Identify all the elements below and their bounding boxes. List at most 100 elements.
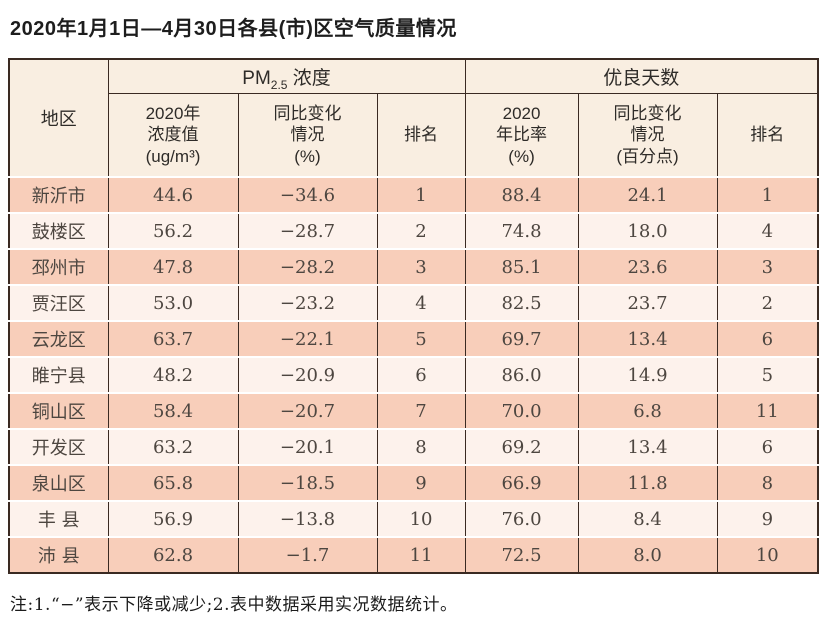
pm-value-cell: 47.8 [107, 248, 239, 285]
region-cell: 鼓楼区 [8, 212, 109, 249]
table-row: 云龙区 63.7 −22.1 5 69.7 13.4 6 [8, 320, 819, 357]
pm-rank-cell: 2 [376, 212, 466, 249]
region-cell: 丰 县 [8, 500, 109, 537]
pm-rank-cell: 5 [376, 320, 466, 357]
table-row: 睢宁县 48.2 −20.9 6 86.0 14.9 5 [8, 356, 819, 393]
good-rate-cell: 74.8 [464, 212, 579, 249]
pm-value-cell: 56.2 [107, 212, 239, 249]
pm-value-cell: 65.8 [107, 464, 239, 501]
region-cell: 云龙区 [8, 320, 109, 357]
pm-change-cell: −13.8 [237, 500, 378, 537]
good-rank-cell: 9 [716, 500, 819, 537]
good-rank-cell: 6 [716, 320, 819, 357]
good-change-cell: 8.4 [577, 500, 718, 537]
good-rank-cell: 4 [716, 212, 819, 249]
pm-change-cell: −28.7 [237, 212, 378, 249]
pm-change-cell: −20.7 [237, 392, 378, 429]
good-rate-cell: 88.4 [464, 176, 579, 213]
table-row: 邳州市 47.8 −28.2 3 85.1 23.6 3 [8, 248, 819, 285]
table-row: 新沂市 44.6 −34.6 1 88.4 24.1 1 [8, 176, 819, 213]
good-change-cell: 18.0 [577, 212, 718, 249]
good-change-column-header: 同比变化 情况 (百分点) [577, 93, 718, 178]
good-rate-column-header: 2020 年比率 (%) [464, 93, 579, 178]
pm-rank-cell: 10 [376, 500, 466, 537]
pm-value-cell: 53.0 [107, 284, 239, 321]
good-rate-cell: 70.0 [464, 392, 579, 429]
good-rank-cell: 6 [716, 428, 819, 465]
good-change-cell: 11.8 [577, 464, 718, 501]
good-rate-cell: 82.5 [464, 284, 579, 321]
region-cell: 铜山区 [8, 392, 109, 429]
good-change-cell: 8.0 [577, 536, 718, 573]
good-rate-cell: 69.7 [464, 320, 579, 357]
region-cell: 睢宁县 [8, 356, 109, 393]
pm-value-cell: 63.2 [107, 428, 239, 465]
good-change-cell: 23.6 [577, 248, 718, 285]
pm25-label-rest: 浓度 [287, 68, 331, 89]
pm-value-cell: 58.4 [107, 392, 239, 429]
region-cell: 泉山区 [8, 464, 109, 501]
table-row: 开发区 63.2 −20.1 8 69.2 13.4 6 [8, 428, 819, 465]
pm-rank-cell: 3 [376, 248, 466, 285]
good-rate-cell: 72.5 [464, 536, 579, 573]
pm-rank-cell: 11 [376, 536, 466, 573]
pm-value-cell: 63.7 [107, 320, 239, 357]
good-rate-cell: 85.1 [464, 248, 579, 285]
good-rank-cell: 10 [716, 536, 819, 573]
air-quality-table: 地区 PM2.5 浓度 优良天数 2020年 浓度值 (ug/m³) 同比变化 … [8, 58, 820, 574]
region-column-header: 地区 [8, 59, 109, 178]
good-change-cell: 14.9 [577, 356, 718, 393]
good-change-cell: 23.7 [577, 284, 718, 321]
good-rank-cell: 8 [716, 464, 819, 501]
good-rank-cell: 5 [716, 356, 819, 393]
pm-rank-cell: 8 [376, 428, 466, 465]
pm-change-cell: −18.5 [237, 464, 378, 501]
pm-value-column-header: 2020年 浓度值 (ug/m³) [107, 93, 239, 178]
region-cell: 贾汪区 [8, 284, 109, 321]
group-header-row: 地区 PM2.5 浓度 优良天数 [8, 59, 819, 178]
pm-rank-column-header: 排名 [376, 93, 466, 178]
pm25-label-main: PM [242, 68, 271, 89]
pm25-group-header: PM2.5 浓度 [107, 59, 466, 94]
pm-change-cell: −20.1 [237, 428, 378, 465]
pm-change-cell: −28.2 [237, 248, 378, 285]
pm-change-cell: −22.1 [237, 320, 378, 357]
pm-change-cell: −23.2 [237, 284, 378, 321]
table-row: 铜山区 58.4 −20.7 7 70.0 6.8 11 [8, 392, 819, 429]
pm-value-cell: 62.8 [107, 536, 239, 573]
page-title: 2020年1月1日—4月30日各县(市)区空气质量情况 [10, 18, 457, 40]
region-cell: 开发区 [8, 428, 109, 465]
good-rank-cell: 2 [716, 284, 819, 321]
pm-rank-cell: 9 [376, 464, 466, 501]
table-row: 沛 县 62.8 −1.7 11 72.5 8.0 10 [8, 536, 819, 573]
pm-change-cell: −1.7 [237, 536, 378, 573]
pm-value-cell: 56.9 [107, 500, 239, 537]
region-cell: 新沂市 [8, 176, 109, 213]
good-rate-cell: 86.0 [464, 356, 579, 393]
region-cell: 邳州市 [8, 248, 109, 285]
pm-rank-cell: 6 [376, 356, 466, 393]
table-header: 地区 PM2.5 浓度 优良天数 2020年 浓度值 (ug/m³) 同比变化 … [8, 59, 819, 178]
pm-rank-cell: 7 [376, 392, 466, 429]
good-rate-cell: 69.2 [464, 428, 579, 465]
pm-change-cell: −34.6 [237, 176, 378, 213]
good-change-cell: 6.8 [577, 392, 718, 429]
pm-value-cell: 44.6 [107, 176, 239, 213]
pm-rank-cell: 1 [376, 176, 466, 213]
good-change-cell: 13.4 [577, 428, 718, 465]
good-rate-cell: 66.9 [464, 464, 579, 501]
pm-rank-cell: 4 [376, 284, 466, 321]
good-rank-cell: 3 [716, 248, 819, 285]
table-row: 贾汪区 53.0 −23.2 4 82.5 23.7 2 [8, 284, 819, 321]
table-row: 泉山区 65.8 −18.5 9 66.9 11.8 8 [8, 464, 819, 501]
good-rank-column-header: 排名 [716, 93, 819, 178]
pm-change-column-header: 同比变化 情况 (%) [237, 93, 378, 178]
table-row: 丰 县 56.9 −13.8 10 76.0 8.4 9 [8, 500, 819, 537]
pm25-label-subscript: 2.5 [270, 77, 288, 92]
pm-change-cell: −20.9 [237, 356, 378, 393]
region-cell: 沛 县 [8, 536, 109, 573]
good-rank-cell: 1 [716, 176, 819, 213]
footnote: 注:1.“−”表示下降或减少;2.表中数据采用实况数据统计。 [10, 595, 458, 615]
table-body: 新沂市 44.6 −34.6 1 88.4 24.1 1 鼓楼区 56.2 −2… [8, 176, 819, 573]
